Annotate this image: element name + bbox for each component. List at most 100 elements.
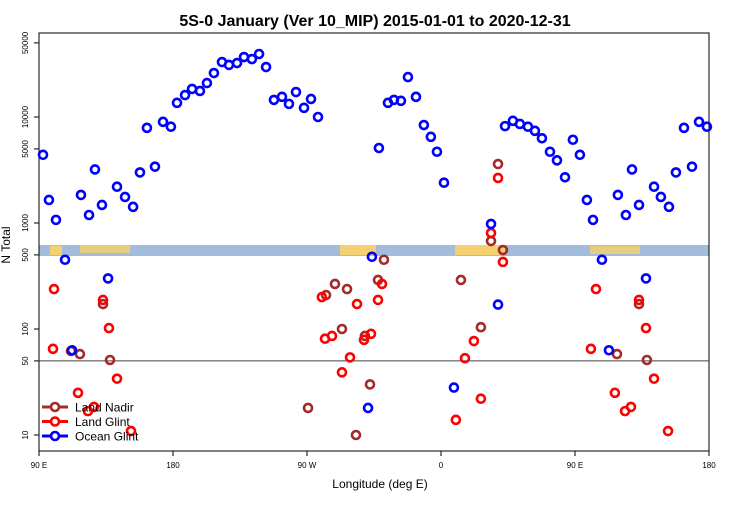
- data-point-land-glint: [103, 322, 115, 334]
- x-tick-label: 0: [439, 461, 444, 470]
- data-point-ocean-glint: [425, 131, 437, 143]
- y-tick-label: 10: [21, 430, 30, 439]
- data-point-land-glint: [662, 425, 674, 437]
- data-point-ocean-glint: [603, 344, 615, 356]
- data-point-land-nadir: [336, 323, 348, 335]
- data-point-ocean-glint: [499, 120, 511, 132]
- data-point-ocean-glint: [223, 59, 235, 71]
- data-point-ocean-glint: [231, 57, 243, 69]
- data-point-land-nadir: [633, 298, 645, 310]
- data-point-land-nadir: [378, 254, 390, 266]
- data-point-land-nadir: [641, 354, 653, 366]
- data-point-land-nadir: [329, 278, 341, 290]
- data-point-ocean-glint: [431, 146, 443, 158]
- legend-marker: [49, 401, 61, 413]
- legend-marker: [49, 416, 61, 427]
- data-point-ocean-glint: [402, 71, 414, 83]
- legend-marker: [49, 430, 61, 442]
- data-point-ocean-glint: [620, 209, 632, 221]
- y-tick-label: 500: [21, 248, 30, 262]
- data-point-land-glint: [326, 330, 338, 342]
- data-point-land-nadir: [475, 321, 487, 333]
- y-tick-label: 100: [21, 322, 30, 336]
- y-tick-label: 5000: [21, 139, 30, 157]
- x-tick-label: 180: [702, 461, 716, 470]
- data-point-land-glint: [111, 373, 123, 384]
- data-point-ocean-glint: [75, 189, 87, 201]
- data-point-ocean-glint: [290, 86, 302, 98]
- data-point-ocean-glint: [373, 142, 385, 154]
- data-point-ocean-glint: [157, 116, 169, 128]
- data-point-land-glint: [497, 256, 509, 268]
- data-point-land-glint: [475, 393, 487, 405]
- x-tick-label: 90 E: [31, 461, 47, 470]
- data-point-ocean-glint: [37, 149, 49, 161]
- plot-frame: [38, 32, 710, 452]
- y-tick-label: 50: [21, 356, 30, 365]
- chart-title: 5S-0 January (Ver 10_MIP) 2015-01-01 to …: [179, 13, 570, 30]
- y-axis-label: N Total: [0, 226, 13, 263]
- data-point-ocean-glint: [663, 201, 675, 213]
- data-point-ocean-glint: [567, 134, 579, 146]
- data-point-land-glint: [609, 387, 621, 399]
- data-point-ocean-glint: [194, 85, 206, 97]
- data-point-ocean-glint: [693, 116, 705, 128]
- data-point-land-nadir: [104, 354, 116, 366]
- data-point-land-glint: [376, 278, 388, 290]
- y-tick-label: 10000: [21, 105, 30, 128]
- data-point-land-glint: [633, 294, 645, 306]
- data-point-ocean-glint: [485, 218, 497, 230]
- data-point-land-glint: [351, 298, 363, 310]
- data-point-ocean-glint: [201, 77, 213, 89]
- data-point-ocean-glint: [612, 189, 624, 201]
- data-point-ocean-glint: [276, 91, 288, 103]
- data-point-ocean-glint: [83, 209, 95, 221]
- data-point-ocean-glint: [96, 199, 108, 211]
- data-point-ocean-glint: [529, 125, 541, 137]
- data-point-ocean-glint: [640, 273, 652, 284]
- legend-label: Ocean Glint: [75, 430, 139, 444]
- data-point-land-glint: [640, 322, 652, 334]
- data-point-land-glint: [88, 401, 100, 413]
- data-point-land-glint: [97, 294, 109, 306]
- data-point-land-glint: [625, 401, 637, 413]
- data-point-land-nadir: [455, 274, 467, 286]
- x-tick-label: 180: [166, 461, 180, 470]
- data-point-ocean-glint: [165, 121, 177, 133]
- data-point-ocean-glint: [626, 164, 638, 175]
- data-point-ocean-glint: [686, 161, 698, 172]
- data-point-ocean-glint: [655, 191, 667, 203]
- data-point-ocean-glint: [362, 402, 374, 414]
- legend-label: Land Glint: [75, 415, 130, 429]
- data-point-ocean-glint: [574, 149, 586, 161]
- data-point-ocean-glint: [492, 299, 504, 310]
- x-tick-label: 90 E: [567, 461, 583, 470]
- data-point-land-nadir: [350, 429, 362, 441]
- data-point-ocean-glint: [418, 119, 430, 131]
- data-point-ocean-glint: [587, 214, 599, 226]
- data-point-land-glint: [72, 387, 84, 399]
- data-point-ocean-glint: [395, 95, 407, 107]
- data-point-ocean-glint: [648, 181, 660, 193]
- x-axis-label: Longitude (deg E): [332, 477, 427, 491]
- data-point-land-glint: [492, 172, 504, 184]
- data-point-land-glint: [468, 335, 480, 347]
- data-point-ocean-glint: [438, 177, 450, 188]
- data-point-ocean-glint: [102, 273, 114, 284]
- data-point-ocean-glint: [111, 181, 123, 193]
- data-point-ocean-glint: [581, 194, 593, 206]
- data-point-ocean-glint: [127, 201, 139, 213]
- data-point-land-glint: [590, 283, 602, 295]
- data-point-land-glint: [372, 294, 384, 306]
- data-point-land-glint: [344, 352, 356, 363]
- data-point-ocean-glint: [141, 122, 153, 134]
- y-tick-label: 50000: [21, 31, 30, 54]
- data-point-land-glint: [648, 373, 660, 384]
- x-tick-label: 90 W: [298, 461, 317, 470]
- data-point-land-nadir: [492, 158, 504, 170]
- data-point-ocean-glint: [312, 111, 324, 123]
- data-point-land-nadir: [611, 348, 623, 360]
